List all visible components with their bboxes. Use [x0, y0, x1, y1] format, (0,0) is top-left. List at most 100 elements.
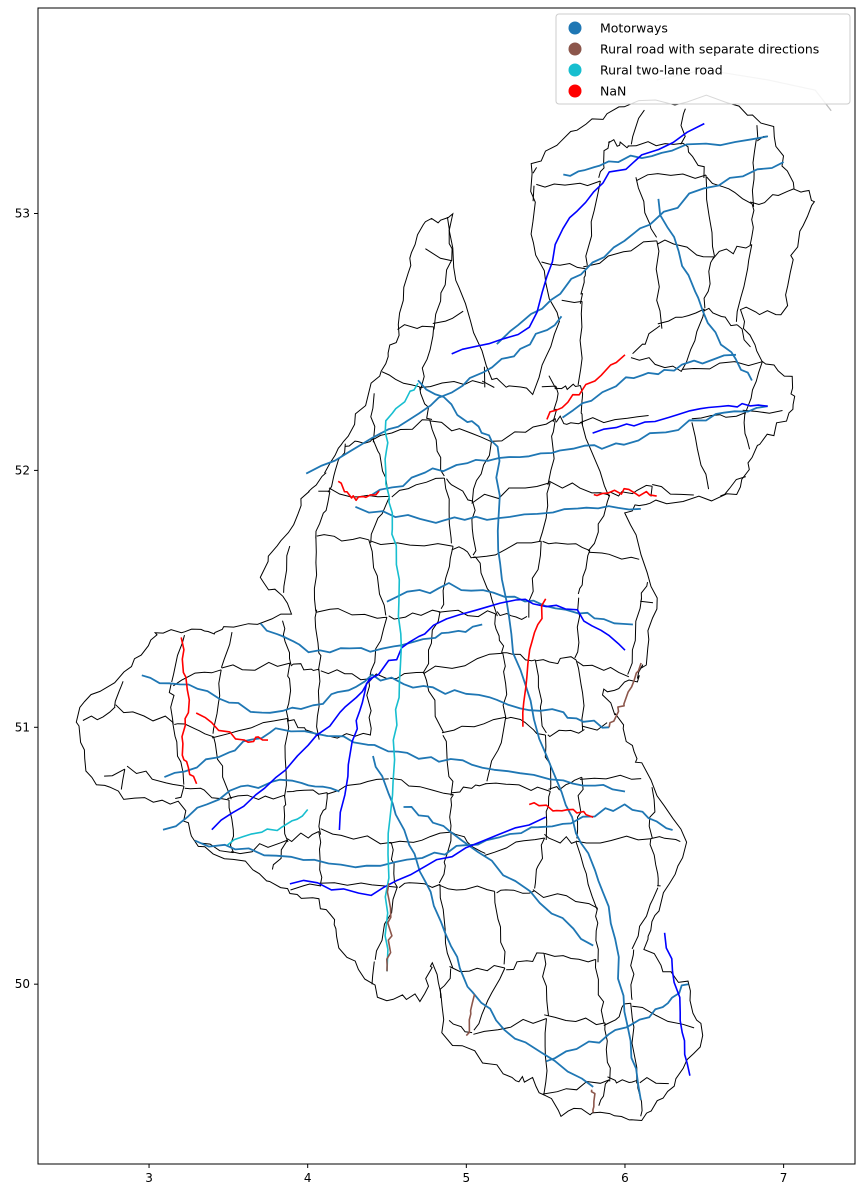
region-boundary: [743, 412, 751, 450]
legend-label-nan: NaN: [600, 84, 626, 99]
region-boundary: [542, 953, 549, 1016]
region-boundary: [577, 550, 591, 595]
road-line: [338, 676, 374, 831]
x-tick-label: 6: [621, 1171, 629, 1185]
region-boundary: [608, 139, 630, 149]
region-boundary: [213, 736, 232, 800]
region-boundary: [290, 663, 320, 672]
region-boundary: [581, 422, 610, 497]
y-tick-label: 50: [15, 977, 30, 991]
region-boundary: [168, 683, 175, 725]
region-boundary: [720, 476, 746, 497]
y-tick-label: 52: [15, 463, 30, 477]
region-boundary: [579, 774, 642, 780]
region-boundary: [313, 537, 318, 612]
region-boundary: [315, 491, 331, 539]
rural-separate-line: [608, 662, 642, 728]
region-boundary: [756, 125, 759, 140]
region-boundary: [315, 608, 387, 619]
region-boundary: [632, 325, 661, 355]
region-boundary: [585, 180, 601, 266]
country-outline: [75, 94, 816, 1122]
region-boundary: [228, 799, 235, 853]
region-boundary: [371, 961, 375, 985]
motorway-line: [162, 778, 340, 831]
x-tick-label: 4: [304, 1171, 312, 1185]
region-boundary: [631, 887, 659, 950]
region-boundary: [630, 949, 635, 1000]
nan-road-line: [528, 802, 594, 818]
region-boundary: [438, 884, 495, 892]
region-boundary: [283, 545, 291, 593]
rural-separate-line: [465, 994, 476, 1037]
region-boundary: [220, 632, 233, 668]
motorway-line: [141, 673, 610, 729]
region-boundary: [443, 478, 452, 544]
motorway-line: [372, 755, 594, 1088]
region-boundary: [744, 361, 763, 415]
region-boundary: [114, 681, 124, 707]
nan-road-line: [195, 712, 269, 743]
axes-frame: [37, 7, 856, 1165]
region-boundary: [630, 357, 682, 372]
region-boundary: [712, 244, 753, 260]
region-boundary: [442, 734, 454, 796]
region-boundary: [655, 240, 663, 329]
region-boundary: [433, 260, 452, 330]
region-boundary: [682, 361, 763, 370]
y-axis-ticks: 50 51 52 53: [15, 207, 38, 991]
region-boundary: [173, 669, 222, 687]
region-boundary: [484, 837, 545, 856]
y-tick-label: 51: [15, 720, 30, 734]
region-boundary: [451, 546, 476, 559]
region-boundary: [370, 496, 391, 544]
region-boundary: [587, 495, 611, 552]
region-boundary: [115, 704, 173, 723]
region-boundary: [373, 419, 430, 440]
region-boundary: [505, 716, 546, 736]
legend-marker-motorways: [568, 21, 582, 35]
region-boundary: [705, 174, 715, 257]
nan-road-line: [593, 487, 657, 497]
plot-area: [75, 69, 832, 1122]
region-boundary: [536, 180, 601, 188]
region-boundary: [627, 141, 684, 147]
region-boundary: [472, 540, 542, 559]
motorway-line: [369, 405, 768, 497]
region-boundary: [126, 765, 185, 787]
region-boundary: [532, 167, 538, 174]
region-boundary: [544, 1014, 606, 1026]
region-boundary: [535, 656, 577, 665]
legend-label-rural-two-lane: Rural two-lane road: [600, 63, 723, 78]
region-boundary: [554, 383, 581, 391]
region-boundaries: [82, 108, 795, 1117]
x-tick-label: 3: [145, 1171, 153, 1185]
motorway-line: [545, 983, 689, 1063]
region-boundary: [171, 634, 185, 683]
region-boundary: [370, 393, 376, 443]
region-boundary: [285, 663, 292, 722]
region-boundary: [369, 617, 388, 676]
region-boundary: [423, 652, 503, 675]
region-boundary: [640, 600, 654, 604]
nan-road-line: [337, 480, 380, 502]
region-boundary: [541, 385, 556, 388]
region-boundary: [104, 768, 126, 777]
region-boundary: [594, 959, 605, 1024]
region-boundary: [751, 138, 757, 207]
region-boundary: [438, 609, 496, 618]
region-boundary: [473, 1018, 547, 1035]
region-boundary: [449, 794, 454, 832]
region-boundary: [174, 723, 214, 738]
region-boundary: [735, 244, 753, 322]
region-boundary: [286, 831, 320, 843]
region-boundary: [604, 1022, 611, 1082]
region-boundary: [471, 482, 551, 504]
legend-marker-nan: [568, 84, 582, 98]
region-boundary: [640, 582, 648, 600]
region-boundary: [221, 661, 291, 671]
region-boundary: [450, 831, 486, 854]
region-boundary: [649, 838, 659, 887]
road-lines: [141, 122, 785, 1113]
